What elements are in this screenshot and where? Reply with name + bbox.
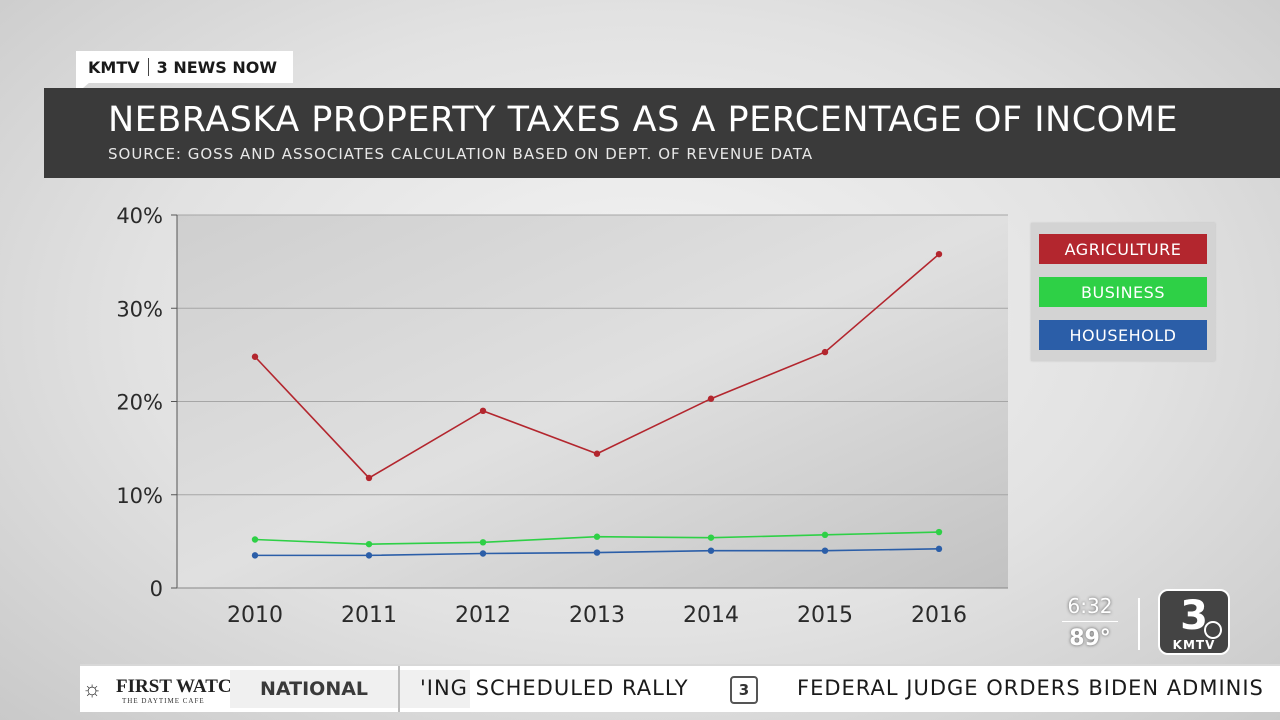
logo-call-letters: KMTV xyxy=(1172,638,1216,652)
data-point-business xyxy=(707,534,715,541)
data-point-household xyxy=(821,547,829,554)
cbs-eye-icon xyxy=(1204,621,1222,639)
data-point-household xyxy=(593,549,601,556)
y-tick-label: 40% xyxy=(116,204,163,228)
data-point-household xyxy=(707,547,715,554)
data-point-business xyxy=(593,533,601,540)
x-tick-label: 2011 xyxy=(341,603,397,628)
data-point-business xyxy=(821,531,829,539)
data-point-agriculture xyxy=(365,474,373,482)
data-point-household xyxy=(479,550,487,557)
data-point-business xyxy=(251,536,259,543)
ticker-headline: 'ING SCHEDULED RALLY xyxy=(420,676,689,700)
sponsor-logo-tagline: THE DAYTIME CAFE xyxy=(122,697,205,705)
data-point-business xyxy=(479,539,487,546)
current-time: 6:32 xyxy=(1062,594,1118,622)
data-point-agriculture xyxy=(935,250,943,258)
data-point-agriculture xyxy=(251,353,259,360)
chart-title-bar: NEBRASKA PROPERTY TAXES AS A PERCENTAGE … xyxy=(44,88,1280,178)
y-tick-label: 30% xyxy=(116,297,163,321)
chart-source: SOURCE: GOSS AND ASSOCIATES CALCULATION … xyxy=(108,145,814,163)
data-point-agriculture xyxy=(707,395,715,402)
sponsor-logo-name: FIRST WATCH xyxy=(116,676,247,697)
x-tick-label: 2016 xyxy=(911,603,967,628)
data-point-agriculture xyxy=(479,407,487,415)
program-name: 3 NEWS NOW xyxy=(156,57,278,77)
current-temperature: 89° xyxy=(1069,626,1111,651)
sunrise-icon: ☼ xyxy=(82,676,103,701)
news-ticker: ☼ FIRST WATCH THE DAYTIME CAFE NATIONAL … xyxy=(80,664,1280,712)
data-point-household xyxy=(935,545,943,553)
overlay-divider xyxy=(1138,598,1140,650)
ticker-section-label: NATIONAL xyxy=(230,670,470,708)
data-point-household xyxy=(365,552,373,559)
ticker-divider xyxy=(398,666,400,712)
x-tick-label: 2012 xyxy=(455,603,511,628)
data-point-business xyxy=(365,540,373,548)
x-tick-label: 2013 xyxy=(569,603,625,628)
data-point-business xyxy=(935,528,943,536)
legend-item-business: BUSINESS xyxy=(1039,277,1207,307)
x-tick-label: 2015 xyxy=(797,603,853,628)
legend-item-household: HOUSEHOLD xyxy=(1039,320,1207,350)
logo-number: 3 xyxy=(1180,593,1208,639)
y-tick-label: 0 xyxy=(150,577,163,601)
chart-title: NEBRASKA PROPERTY TAXES AS A PERCENTAGE … xyxy=(108,100,1179,140)
brand-divider xyxy=(147,58,149,76)
y-tick-label: 20% xyxy=(116,391,163,415)
legend-item-agriculture: AGRICULTURE xyxy=(1039,234,1207,264)
chart-legend: AGRICULTURE BUSINESS HOUSEHOLD xyxy=(1031,223,1215,361)
data-point-agriculture xyxy=(821,348,829,356)
time-temp-widget: 6:32 89° xyxy=(1062,594,1118,651)
data-point-household xyxy=(251,552,259,559)
x-tick-label: 2010 xyxy=(227,603,283,628)
ticker-headline: FEDERAL JUDGE ORDERS BIDEN ADMINIS xyxy=(797,676,1264,700)
y-tick-label: 10% xyxy=(116,484,163,508)
x-tick-label: 2014 xyxy=(683,603,739,628)
station-brand-tag: KMTV 3 NEWS NOW xyxy=(76,51,293,83)
kmtv-channel-3-logo: 3 KMTV xyxy=(1158,589,1230,655)
channel-3-mini-logo: 3 xyxy=(730,676,758,704)
station-name: KMTV xyxy=(88,57,140,77)
data-point-agriculture xyxy=(593,450,601,457)
